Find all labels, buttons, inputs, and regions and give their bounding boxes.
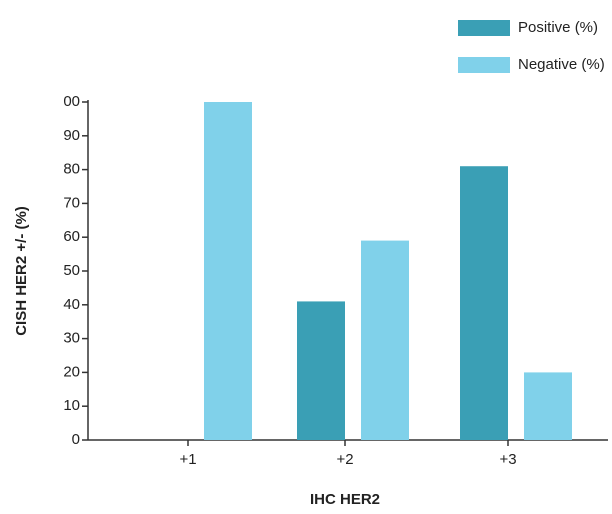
bar — [297, 301, 345, 440]
y-tick-label: 70 — [63, 194, 80, 211]
x-tick-label: +3 — [499, 451, 516, 468]
bar — [361, 240, 409, 440]
legend-label: Negative (%) — [518, 56, 605, 73]
y-tick-label: 40 — [63, 296, 80, 313]
bar — [524, 372, 572, 440]
y-tick-label: 20 — [63, 363, 80, 380]
x-tick-label: +2 — [336, 451, 353, 468]
y-tick-label: 50 — [63, 262, 80, 279]
legend-label: Positive (%) — [518, 19, 598, 36]
legend-swatch — [458, 20, 510, 36]
y-tick-label: 80 — [63, 161, 80, 178]
bar — [204, 102, 252, 440]
bar — [460, 166, 508, 440]
y-tick-label: 10 — [63, 397, 80, 414]
y-tick-label: 30 — [63, 330, 80, 347]
y-axis-label: CISH HER2 +/- (%) — [13, 206, 30, 336]
legend-swatch — [458, 57, 510, 73]
x-tick-label: +1 — [179, 451, 196, 468]
y-tick-label: 0 — [72, 431, 80, 448]
y-tick-label: 60 — [63, 228, 80, 245]
y-tick-label: 00 — [63, 93, 80, 110]
y-tick-label: 90 — [63, 127, 80, 144]
x-axis-label: IHC HER2 — [310, 491, 380, 508]
